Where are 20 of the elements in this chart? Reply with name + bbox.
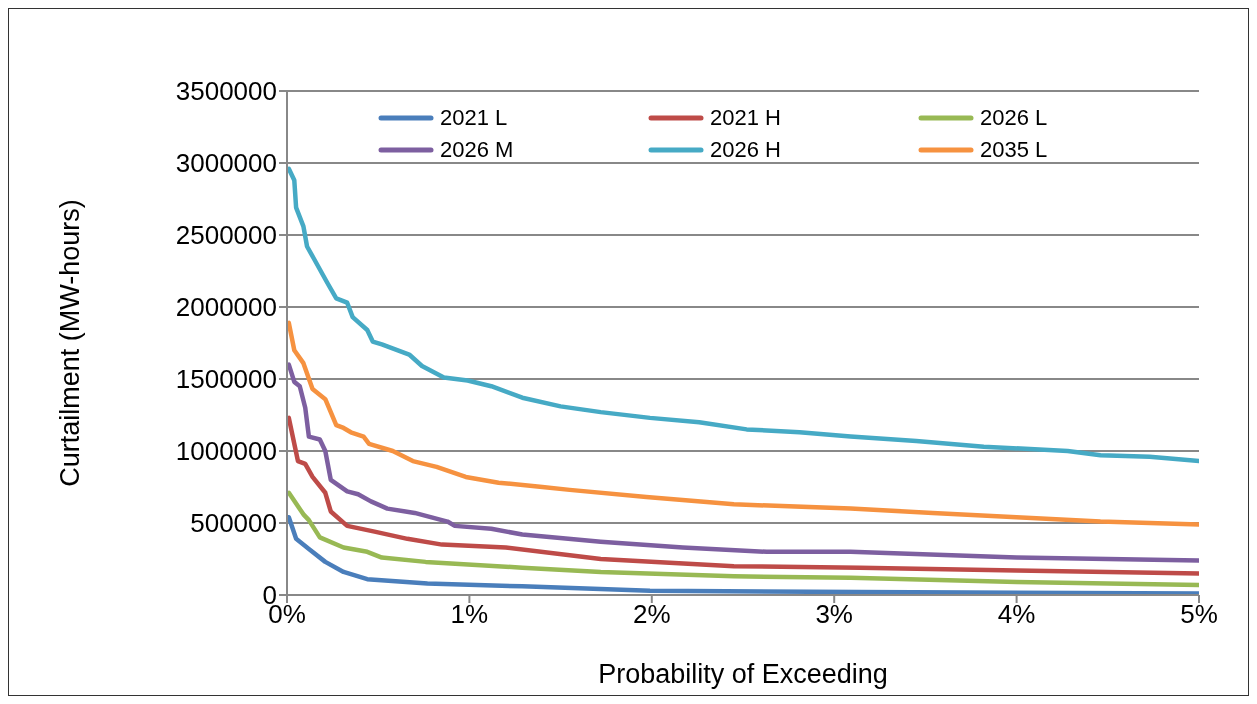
x-tick-label: 1%: [450, 599, 489, 630]
x-tick-label: 3%: [815, 599, 853, 630]
x-tick-label: 5%: [1180, 599, 1218, 630]
legend-label: 2021 H: [710, 105, 781, 131]
y-tick-label: 1000000: [175, 436, 277, 467]
legend-label: 2026 L: [980, 105, 1048, 131]
y-tick-label: 500000: [190, 508, 277, 539]
legend-label: 2021 L: [440, 105, 508, 131]
y-tick-label: 3500000: [175, 76, 277, 107]
y-tick-label: 2000000: [175, 292, 277, 323]
y-tick-label: 1500000: [175, 364, 277, 395]
y-axis-title: Curtailment (MW-hours): [54, 199, 85, 487]
x-tick-label: 4%: [997, 599, 1036, 630]
legend-label: 2026 M: [440, 137, 514, 163]
y-tick-label: 3000000: [175, 148, 277, 179]
x-tick-label: 2%: [633, 599, 671, 630]
legend-label: 2035 L: [980, 137, 1048, 163]
x-axis-title: Probability of Exceeding: [598, 659, 888, 689]
legend-label: 2026 H: [710, 137, 781, 163]
y-tick-label: 2500000: [175, 220, 277, 251]
